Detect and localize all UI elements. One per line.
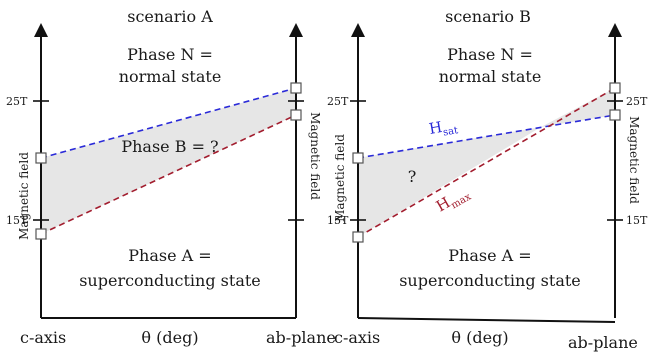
panel-a-title: scenario A [127, 7, 213, 26]
unknown-region [358, 127, 541, 237]
phase-b-region [41, 88, 296, 234]
bottom-axis [357, 317, 616, 323]
endpoint-marker [352, 152, 364, 164]
panel-scenario-b: scenario B 25T 15T 25T 15T Magnetic fiel… [327, 7, 648, 352]
phase-a-line2: superconducting state [79, 271, 261, 290]
phase-n-line2: normal state [119, 67, 222, 86]
endpoint-marker [35, 228, 47, 240]
left-y-axis-label: Magnetic field [17, 152, 31, 240]
tick-label-25t: 25T [6, 95, 28, 108]
tick-label-25t: 25T [327, 95, 349, 108]
panel-b-title: scenario B [445, 7, 531, 26]
hsat-label-sub: sat [442, 125, 459, 138]
phase-n-line1: Phase N = [447, 45, 533, 64]
phase-a-line1: Phase A = [128, 246, 211, 265]
phase-b-label: Phase B = ? [121, 137, 218, 156]
upper-boundary-line [40, 87, 297, 159]
x-right-label: ab-plane [568, 333, 638, 352]
phase-n-line2: normal state [439, 67, 542, 86]
x-right-label: ab-plane [266, 328, 336, 347]
endpoint-marker [609, 82, 621, 94]
endpoint-marker [290, 82, 302, 94]
hmax-label-sub: max [449, 191, 473, 211]
x-left-label: c-axis [334, 328, 380, 347]
right-y-axis-label: Magnetic field [627, 116, 641, 204]
phase-a-line2: superconducting state [399, 271, 581, 290]
unknown-phase-label: ? [408, 167, 417, 186]
tick-label-15t: 15T [327, 214, 349, 227]
lower-boundary-line [40, 114, 297, 235]
left-y-axis-label: Magnetic field [333, 134, 347, 222]
endpoint-marker [609, 109, 621, 121]
hsat-label-main: H [428, 118, 444, 138]
x-axis-label: θ (deg) [141, 328, 198, 347]
crossing-region [541, 88, 615, 127]
phase-a-line1: Phase A = [448, 246, 531, 265]
endpoint-marker [290, 109, 302, 121]
right-y-axis-label: Magnetic field [308, 112, 322, 200]
endpoint-marker [35, 152, 47, 164]
x-left-label: c-axis [20, 328, 66, 347]
hsat-label: Hsat [428, 115, 459, 141]
tick-label-15t-right: 15T [626, 214, 648, 227]
panel-scenario-a: scenario A 25T 15T Magnetic field Magnet… [6, 7, 336, 347]
endpoint-marker [352, 231, 364, 243]
tick-label-25t-right: 25T [626, 95, 648, 108]
phase-n-line1: Phase N = [127, 45, 213, 64]
x-axis-label: θ (deg) [451, 328, 508, 347]
tick-label-15t: 15T [6, 214, 28, 227]
hsat-line [357, 114, 616, 159]
